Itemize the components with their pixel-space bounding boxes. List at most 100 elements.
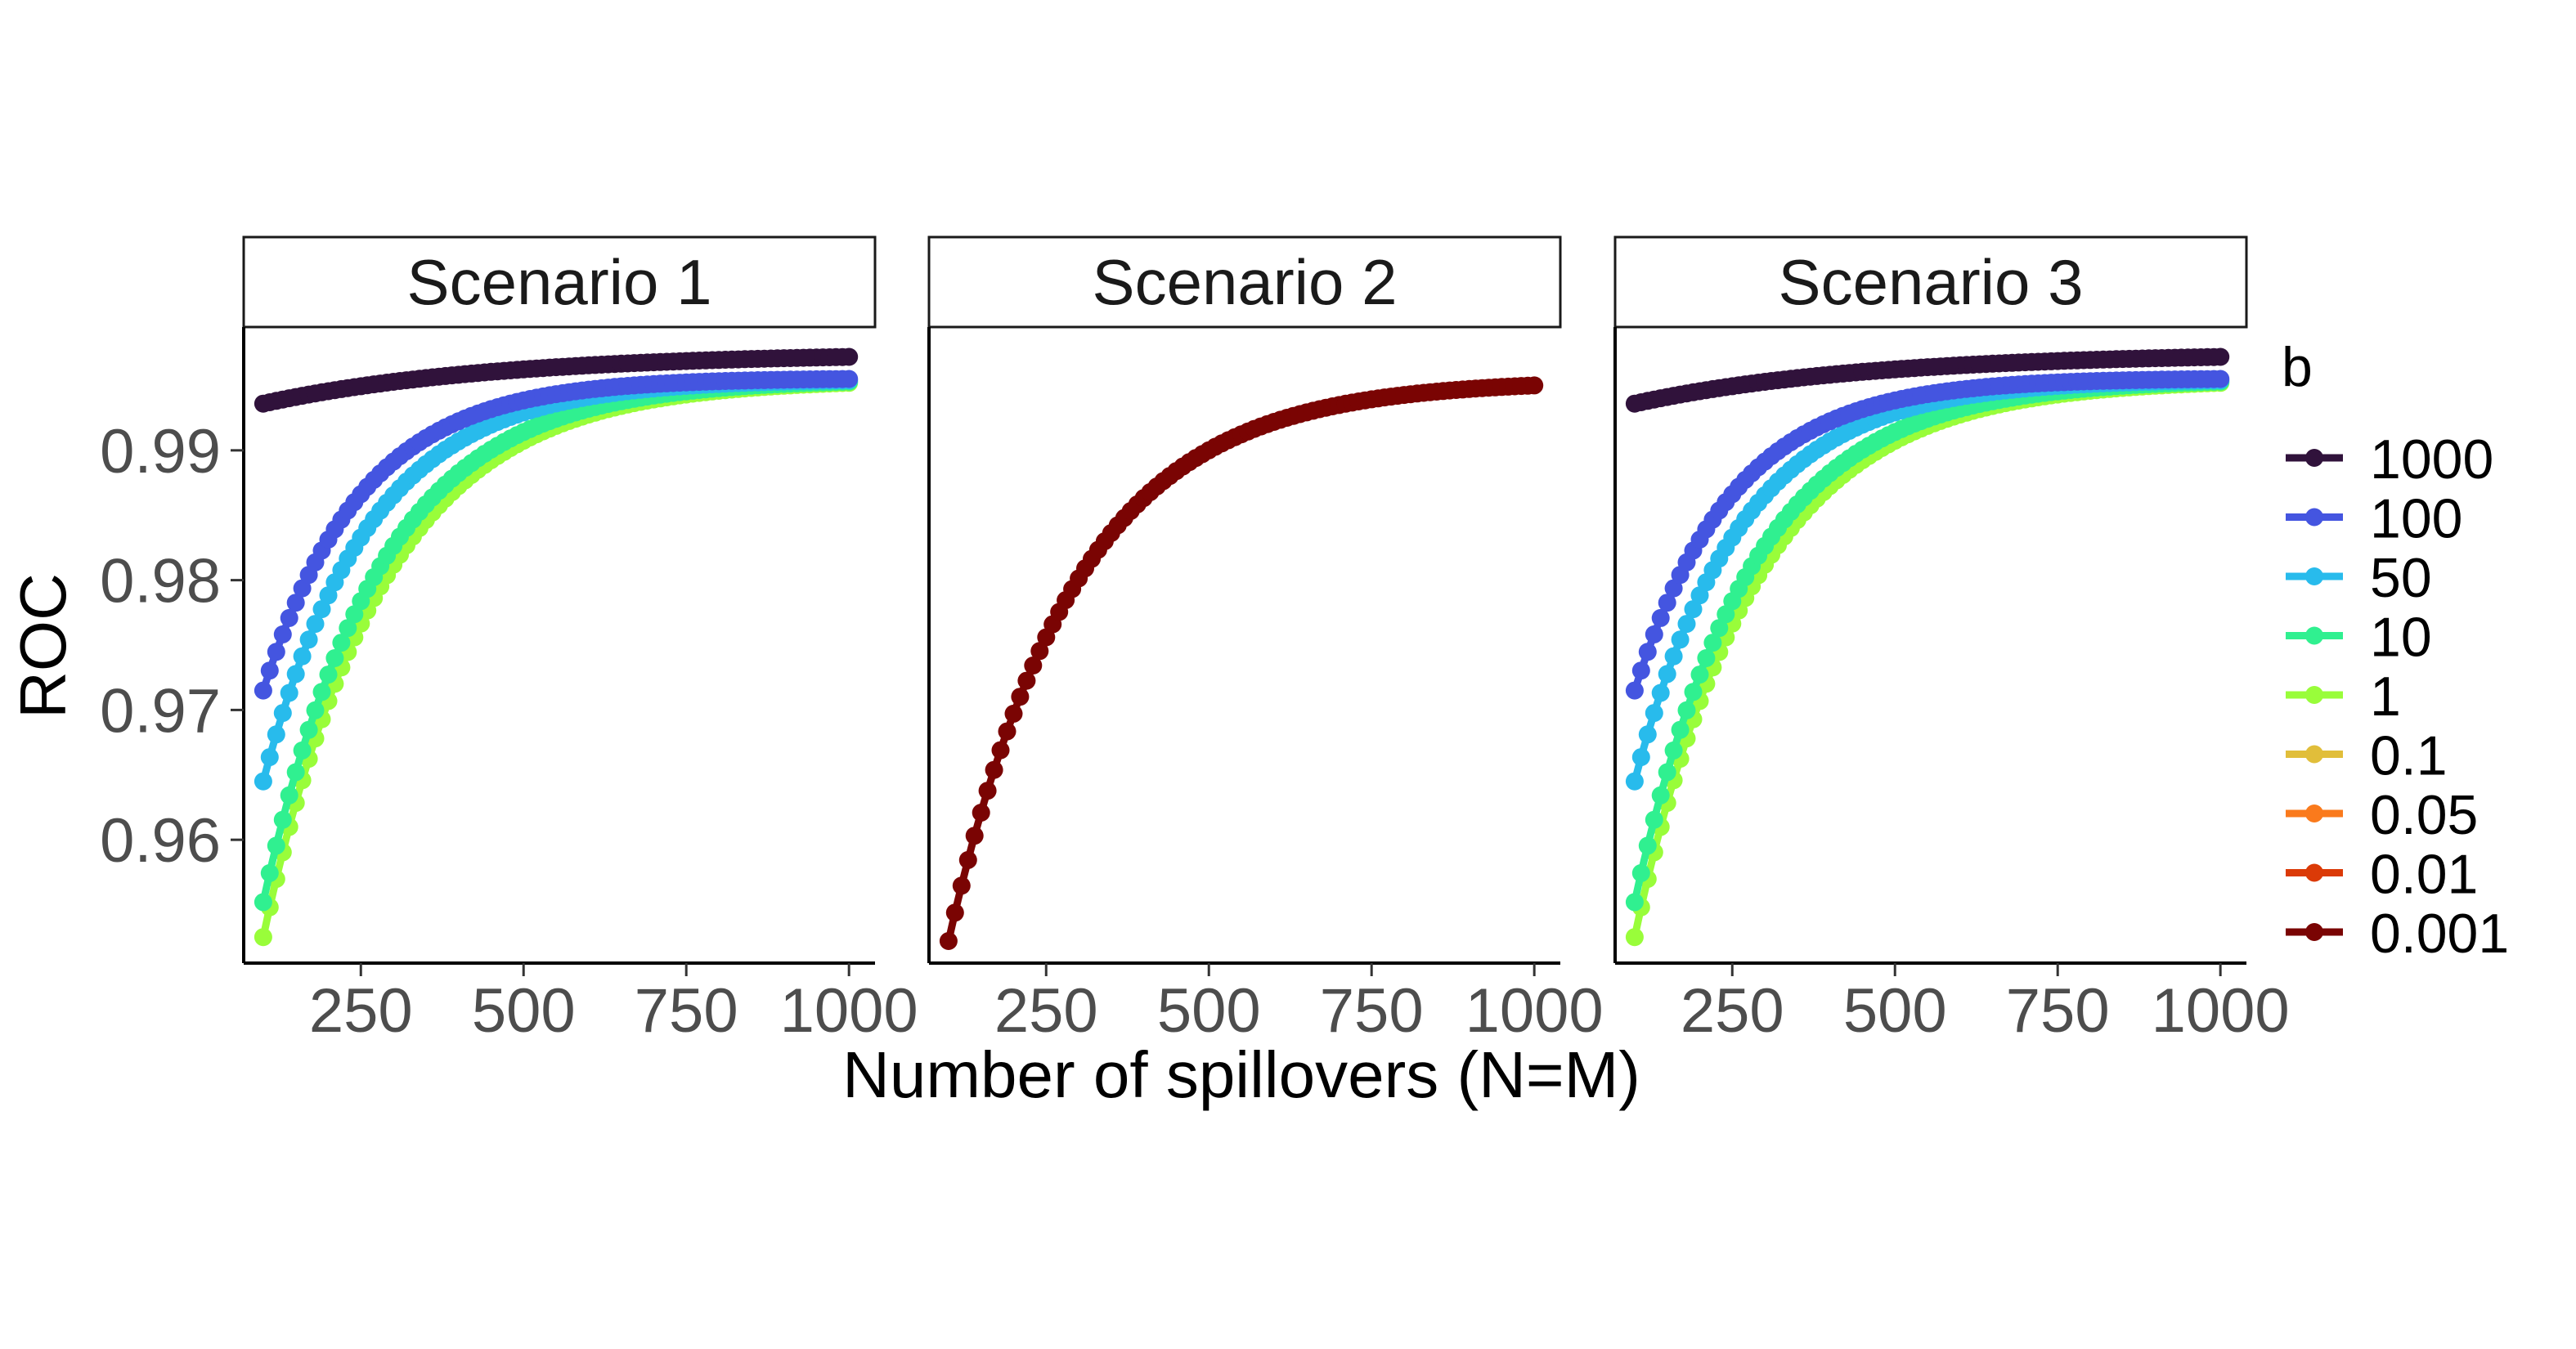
- data-point: [280, 683, 298, 702]
- series-b-1: [1625, 374, 2230, 947]
- data-point: [273, 810, 292, 829]
- data-point: [1664, 741, 1683, 760]
- data-point: [2211, 347, 2230, 366]
- y-tick-label: 0.99: [100, 417, 221, 486]
- legend-label: 50: [2370, 547, 2432, 609]
- data-point: [293, 579, 312, 598]
- data-point: [939, 932, 958, 950]
- legend-label: 1000: [2370, 428, 2493, 491]
- legend-label: 100: [2370, 488, 2462, 550]
- data-point: [1684, 600, 1703, 619]
- series-b-100: [254, 370, 859, 700]
- data-point: [260, 748, 279, 767]
- data-point: [1697, 649, 1716, 667]
- legend-label: 10: [2370, 607, 2432, 669]
- panel-2: Scenario 2 250 500 750 1000: [927, 235, 1604, 1046]
- panel-title: Scenario 1: [407, 246, 712, 318]
- legend-label: 0.001: [2370, 903, 2509, 965]
- data-point: [260, 863, 279, 882]
- x-tick-label: 500: [472, 976, 576, 1046]
- x-tick-label: 500: [1157, 976, 1261, 1046]
- data-point: [945, 903, 964, 922]
- data-point: [1631, 748, 1650, 767]
- data-point: [840, 347, 859, 366]
- data-point: [254, 772, 272, 791]
- data-point: [312, 683, 331, 701]
- legend-item-50: 50: [2286, 547, 2432, 609]
- data-point: [1651, 608, 1670, 627]
- y-tick-label: 0.97: [100, 676, 221, 746]
- data-point: [1671, 630, 1690, 649]
- data-point: [1664, 647, 1683, 666]
- data-point: [978, 782, 997, 800]
- data-point: [1677, 701, 1696, 719]
- data-point: [1645, 704, 1663, 723]
- data-point: [1004, 704, 1023, 723]
- series-b-10: [1625, 372, 2230, 912]
- data-point: [254, 681, 272, 700]
- legend-key-point: [2305, 567, 2323, 585]
- x-tick-label: 1000: [780, 976, 918, 1046]
- data-point: [1638, 643, 1657, 661]
- x-tick-label: 250: [994, 976, 1098, 1046]
- data-point: [1651, 683, 1670, 702]
- x-tick-label: 250: [309, 976, 413, 1046]
- series-b-1000: [1625, 347, 2230, 413]
- x-tick-label: 1000: [2152, 976, 2290, 1046]
- panel-strip: [1613, 235, 2248, 329]
- data-point: [1625, 928, 1644, 947]
- data-point: [1658, 665, 1676, 683]
- data-point: [267, 725, 285, 744]
- data-point: [254, 928, 272, 947]
- x-tick-label: 750: [2006, 976, 2110, 1046]
- data-point: [985, 760, 1003, 779]
- legend-key-point: [2305, 686, 2323, 704]
- data-point: [1625, 772, 1644, 791]
- data-point: [1645, 810, 1663, 829]
- legend-item-0.01: 0.01: [2286, 844, 2478, 906]
- y-tick-label: 0.98: [100, 547, 221, 616]
- data-point: [339, 619, 357, 638]
- data-point: [840, 370, 859, 388]
- data-point: [998, 722, 1016, 741]
- legend-label: 0.1: [2370, 725, 2448, 787]
- data-point: [1651, 786, 1670, 804]
- data-point: [952, 876, 971, 895]
- data-point: [306, 701, 325, 719]
- data-point: [1011, 688, 1030, 706]
- data-point: [306, 615, 325, 634]
- series-b-1: [254, 374, 859, 947]
- data-point: [319, 666, 338, 684]
- data-point: [1638, 725, 1657, 744]
- y-axis-title: ROC: [7, 573, 79, 719]
- data-point: [1677, 615, 1696, 634]
- legend-key-point: [2305, 863, 2323, 882]
- x-tick-label: 750: [635, 976, 738, 1046]
- data-point: [1690, 666, 1709, 684]
- data-point: [293, 647, 312, 666]
- data-point: [1710, 619, 1729, 638]
- legend-key-point: [2305, 923, 2323, 941]
- data-point: [1684, 683, 1703, 701]
- data-point: [293, 741, 312, 760]
- data-point: [273, 704, 292, 723]
- legend-title: b: [2282, 336, 2313, 398]
- legend-key-point: [2305, 745, 2323, 764]
- data-point: [332, 634, 351, 652]
- data-point: [1525, 376, 1544, 395]
- data-point: [1658, 763, 1676, 782]
- legend-item-10: 10: [2286, 607, 2432, 669]
- panel-strip: [927, 235, 1562, 329]
- data-point: [1671, 720, 1690, 739]
- data-point: [1030, 642, 1049, 661]
- legend-item-1: 1: [2286, 666, 2401, 728]
- data-point: [267, 643, 285, 661]
- data-point: [1625, 681, 1644, 700]
- x-tick-label: 1000: [1465, 976, 1604, 1046]
- legend-label: 1: [2370, 666, 2401, 728]
- legend-key-point: [2305, 626, 2323, 645]
- series-b-100: [1625, 370, 2230, 700]
- data-point: [2211, 370, 2230, 388]
